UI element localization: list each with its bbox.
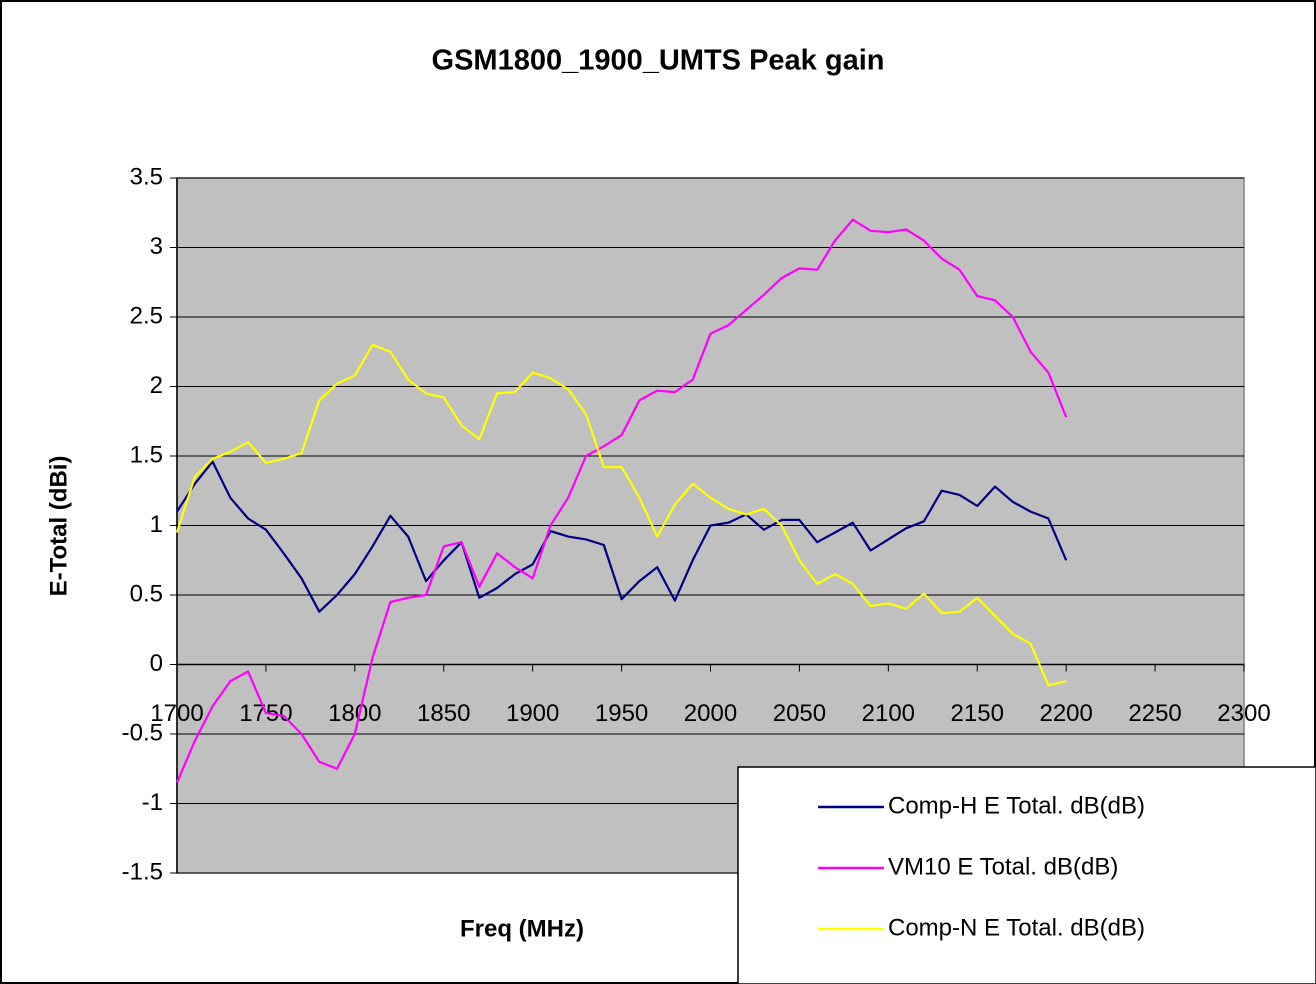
y-tick-label: -1.5 xyxy=(122,858,163,885)
y-tick-label: -0.5 xyxy=(122,719,163,746)
y-tick-label: 1.5 xyxy=(130,441,163,468)
series-line xyxy=(175,218,1068,784)
x-tick-label: 2100 xyxy=(862,700,915,727)
x-tick-label: 2300 xyxy=(1217,700,1270,727)
y-tick-label: 2.5 xyxy=(130,302,163,329)
x-tick-label: 2000 xyxy=(684,700,737,727)
y-tick-label: 2 xyxy=(150,372,163,399)
x-tick-label: 1950 xyxy=(595,700,648,727)
x-tick-label: 1700 xyxy=(150,700,203,727)
series-line xyxy=(176,460,1068,613)
legend-label: VM10 E Total. dB(dB) xyxy=(888,853,1118,880)
x-tick-label: 1850 xyxy=(417,700,470,727)
x-tick-label: 2150 xyxy=(951,700,1004,727)
y-tick-label: 3 xyxy=(150,233,163,260)
chart-title: GSM1800_1900_UMTS Peak gain xyxy=(432,45,885,77)
x-tick-label: 2050 xyxy=(773,700,826,727)
x-tick-label: 1900 xyxy=(506,700,559,727)
y-tick-label: 0.5 xyxy=(130,580,163,607)
y-axis-label: E-Total (dBi) xyxy=(45,456,72,597)
legend-label: Comp-N E Total. dB(dB) xyxy=(888,914,1145,941)
series-line xyxy=(175,343,1067,687)
y-tick-label: -1 xyxy=(142,789,163,816)
x-axis-label: Freq (MHz) xyxy=(460,915,584,942)
x-tick-label: 2250 xyxy=(1128,700,1181,727)
legend-box xyxy=(737,766,1316,984)
legend-label: Comp-H E Total. dB(dB) xyxy=(888,792,1145,819)
y-tick-label: 0 xyxy=(150,650,163,677)
x-tick-label: 1800 xyxy=(328,700,381,727)
x-tick-label: 2200 xyxy=(1039,700,1092,727)
y-tick-label: 3.5 xyxy=(130,163,163,190)
y-tick-label: 1 xyxy=(150,511,163,538)
